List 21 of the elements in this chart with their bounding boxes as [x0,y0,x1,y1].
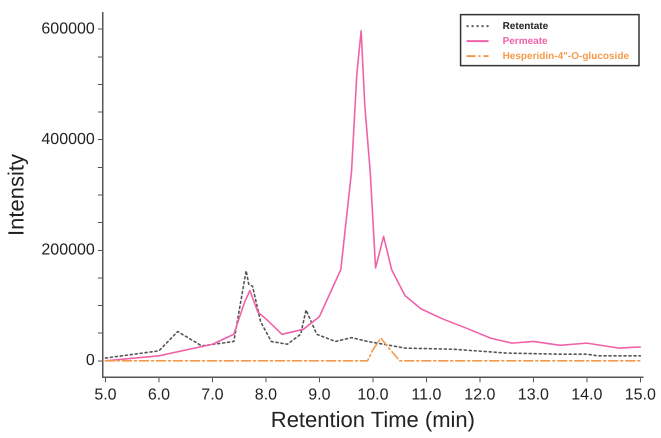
y-tick-label: 400000 [41,131,95,148]
legend-label: Retentate [502,20,549,32]
y-tick-label: 600000 [41,20,95,38]
x-tick-label: 15.0 [624,386,656,404]
line-series [104,337,642,362]
x-tick-label: 7.0 [201,386,224,404]
x-tick-label: 6.0 [148,386,170,404]
legend-label: Hesperidin-4"-O-glucoside [502,50,630,62]
x-tick-label: 8.0 [254,386,278,404]
x-tick-label: 10.0 [357,386,389,404]
x-tick-label: 5.0 [94,386,117,404]
legend-label: Permeate [502,36,548,47]
x-tick-label: 9.0 [308,386,331,404]
x-tick-label: 14.0 [571,386,603,404]
x-tick-label: 13.0 [518,386,550,404]
y-tick-label: 200000 [41,242,95,259]
x-axis-title: Retention Time (min) [270,406,475,432]
x-tick-label: 12.0 [464,386,496,404]
y-tick-label: 0 [86,352,95,370]
y-axis-title: Intensity [3,154,28,236]
x-tick-label: 11.0 [411,386,442,404]
